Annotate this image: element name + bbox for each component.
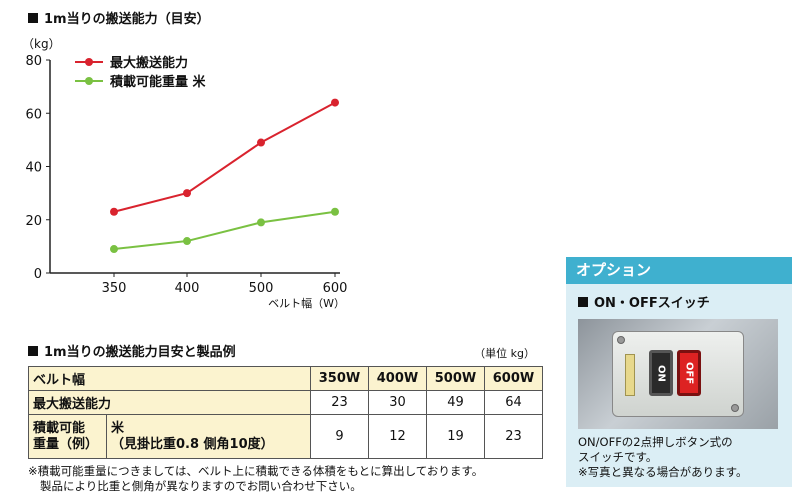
square-bullet-icon xyxy=(28,12,38,23)
data-point xyxy=(331,207,339,216)
data-point xyxy=(110,245,118,254)
switch-box: ON OFF xyxy=(612,331,744,417)
line-chart: 0 20 40 60 80 350 400 500 600 （kg） ベルト幅（W） 最大搬送能力積載… xyxy=(22,37,348,310)
row-label-cell: 積載可能 重量（例） xyxy=(28,414,107,459)
width-cell: 600W xyxy=(484,366,543,391)
row-desc-cell: 米 （見掛比重0.8 側角10度） xyxy=(106,414,311,459)
value-cell: 30 xyxy=(368,390,427,415)
description-line: ON/OFFの2点押しボタン式の xyxy=(578,435,733,449)
y-tick-label: 60 xyxy=(25,107,42,122)
value-cell: 64 xyxy=(484,390,543,415)
unit-note: （単位 kg） xyxy=(474,347,535,360)
series-line xyxy=(113,101,336,213)
value-cell: 23 xyxy=(484,414,543,459)
on-button-graphic: ON xyxy=(649,350,673,396)
option-subtitle: ON・OFFスイッチ xyxy=(578,292,792,311)
y-tick-label: 80 xyxy=(25,54,42,69)
data-point xyxy=(257,218,265,227)
y-tick-label: 0 xyxy=(34,267,42,282)
square-bullet-icon xyxy=(578,296,588,307)
desc-line: 米 xyxy=(111,420,125,436)
switch-label-plate xyxy=(625,354,635,396)
data-point xyxy=(257,138,265,147)
option-panel: オプション ON・OFFスイッチ ON OFF ON/OFFの2点押しボタン式の… xyxy=(566,257,792,487)
width-cell: 500W xyxy=(426,366,485,391)
description-line: スイッチです。 xyxy=(578,450,658,464)
y-tick-label: 20 xyxy=(25,214,42,229)
x-tick-label: 350 xyxy=(102,281,127,296)
table-row: 最大搬送能力 23 30 49 64 xyxy=(28,390,543,415)
value-cell: 49 xyxy=(426,390,485,415)
footnote-line: ※積載可能重量につきましては、ベルト上に積載できる体積をもとに算出しております。 xyxy=(28,464,484,478)
footnote: ※積載可能重量につきましては、ベルト上に積載できる体積をもとに算出しております。… xyxy=(28,464,483,494)
off-button-graphic: OFF xyxy=(677,350,701,396)
description-line: ※写真と異なる場合があります。 xyxy=(578,465,748,479)
value-cell: 9 xyxy=(310,414,369,459)
legend-marker xyxy=(85,58,93,66)
table-row: 積載可能 重量（例） 米 （見掛比重0.8 側角10度） 9 12 19 23 xyxy=(28,414,543,459)
chart-section-title: 1m当りの搬送能力（目安） xyxy=(28,8,210,27)
legend-label: 最大搬送能力 xyxy=(110,55,188,71)
screw-icon xyxy=(731,404,739,412)
value-cell: 23 xyxy=(310,390,369,415)
value-cell: 12 xyxy=(368,414,427,459)
option-description: ON/OFFの2点押しボタン式の スイッチです。 ※写真と異なる場合があります。 xyxy=(578,435,747,480)
width-cell: 350W xyxy=(310,366,369,391)
desc-line: （見掛比重0.8 側角10度） xyxy=(111,436,274,452)
spec-table: ベルト幅 350W 400W 500W 600W 最大搬送能力 23 30 49… xyxy=(28,366,543,459)
table-row: ベルト幅 350W 400W 500W 600W xyxy=(28,366,543,391)
value-cell: 19 xyxy=(426,414,485,459)
y-axis-label: （kg） xyxy=(22,37,61,51)
header-label-cell: ベルト幅 xyxy=(28,366,311,391)
row-label-cell: 最大搬送能力 xyxy=(28,390,311,415)
x-tick-label: 400 xyxy=(175,281,200,296)
square-bullet-icon xyxy=(28,345,38,356)
data-point xyxy=(110,207,118,216)
data-point xyxy=(183,189,191,198)
label-line: 重量（例） xyxy=(33,436,99,452)
width-cell: 400W xyxy=(368,366,427,391)
screw-icon xyxy=(617,336,625,344)
x-tick-label: 500 xyxy=(249,281,274,296)
x-axis-label: ベルト幅（W） xyxy=(268,297,345,310)
legend-label: 積載可能重量 米 xyxy=(109,74,207,90)
data-point xyxy=(183,237,191,246)
option-subtitle-text: ON・OFFスイッチ xyxy=(594,296,710,311)
footnote-line: 製品により比重と側角が異なりますのでお問い合わせ下さい。 xyxy=(40,479,362,493)
table-section-title: 1m当りの搬送能力目安と製品例 xyxy=(28,341,236,360)
series-line xyxy=(113,210,336,251)
switch-photo: ON OFF xyxy=(578,319,778,429)
legend-marker xyxy=(85,77,93,85)
data-point xyxy=(331,98,339,107)
x-tick-label: 600 xyxy=(323,281,348,296)
chart-title-text: 1m当りの搬送能力（目安） xyxy=(44,12,210,27)
label-line: 積載可能 xyxy=(33,420,86,436)
y-tick-label: 40 xyxy=(25,161,42,176)
option-header: オプション xyxy=(566,257,792,284)
table-title-text: 1m当りの搬送能力目安と製品例 xyxy=(44,345,236,360)
